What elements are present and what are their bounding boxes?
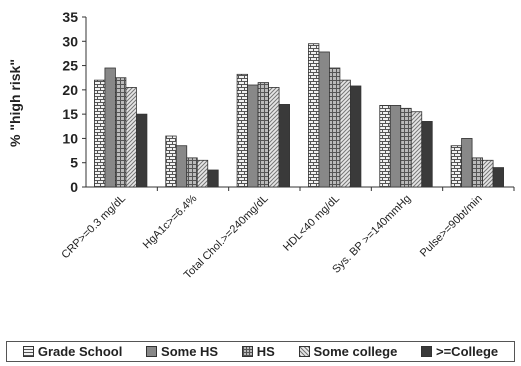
legend-swatch xyxy=(146,346,158,357)
bar xyxy=(308,43,320,188)
legend-label: Some college xyxy=(313,344,398,359)
bar xyxy=(125,87,137,188)
bar xyxy=(104,67,116,188)
bar xyxy=(207,169,219,188)
x-category-label: Total Chol.>=240mg/dL xyxy=(182,193,271,282)
y-tick-label: 0 xyxy=(70,179,78,195)
legend-swatch xyxy=(298,346,310,357)
y-tick-label: 15 xyxy=(62,106,78,122)
legend-label: >=College xyxy=(436,344,499,359)
bar xyxy=(247,84,259,188)
bar xyxy=(461,138,473,188)
bar xyxy=(329,67,341,188)
legend-item: Some college xyxy=(298,344,398,359)
legend: Grade School Some HS HS Some college >=Colle… xyxy=(6,341,515,362)
legend-swatch xyxy=(22,346,34,357)
y-tick-label: 10 xyxy=(62,130,78,146)
x-category-label: CRP>=0.3 mg/dL xyxy=(59,193,128,262)
bar xyxy=(257,82,269,188)
bar xyxy=(94,79,106,188)
x-category-label: Sys. BP >=140mmHg xyxy=(330,193,413,276)
bar xyxy=(278,104,290,188)
bar-chart: % "high risk" 0 5 10 15 20 25 30 35 CRP>=0.3 mg/… xyxy=(7,9,515,282)
legend-label: HS xyxy=(256,344,275,359)
bar xyxy=(471,157,483,188)
legend-swatch xyxy=(241,346,253,357)
bar xyxy=(165,135,177,188)
legend-swatch xyxy=(421,346,432,357)
bar xyxy=(115,77,127,188)
y-tick-label: 5 xyxy=(70,155,78,171)
bar xyxy=(196,159,209,188)
bar xyxy=(186,157,198,188)
bar xyxy=(175,145,188,188)
legend-item: >=College xyxy=(421,344,498,359)
bar xyxy=(450,145,462,188)
y-axis-label: % "high risk" xyxy=(7,59,23,147)
bar xyxy=(400,107,412,188)
x-category-label: Pulse>=90bt/min xyxy=(418,193,485,260)
bar xyxy=(136,113,148,188)
bar xyxy=(339,79,351,188)
bar xyxy=(268,87,280,188)
bar xyxy=(492,167,504,188)
bar xyxy=(350,85,362,188)
bar xyxy=(482,159,494,188)
bar xyxy=(389,105,402,188)
bar xyxy=(318,51,330,188)
bar xyxy=(410,111,423,188)
plot-area: 0 5 10 15 20 25 30 35 CRP>=0.3 mg/dL HgA1c>=6.4%T… xyxy=(59,9,515,282)
y-tick-label: 20 xyxy=(62,82,78,98)
legend-label: Some HS xyxy=(161,344,219,359)
y-tick-label: 25 xyxy=(62,58,78,74)
legend-label: Grade School xyxy=(37,344,123,359)
bar xyxy=(379,105,391,188)
y-tick-label: 30 xyxy=(62,33,78,49)
bar xyxy=(421,121,433,188)
legend-item: Grade School xyxy=(22,344,123,359)
legend-item: HS xyxy=(241,344,275,359)
bar xyxy=(236,73,248,188)
x-category-label: HgA1c>=6.4% xyxy=(141,192,200,251)
legend-item: Some HS xyxy=(146,344,218,359)
y-tick-label: 35 xyxy=(62,9,78,25)
x-category-label: HDL<40 mg/dL xyxy=(281,193,342,254)
